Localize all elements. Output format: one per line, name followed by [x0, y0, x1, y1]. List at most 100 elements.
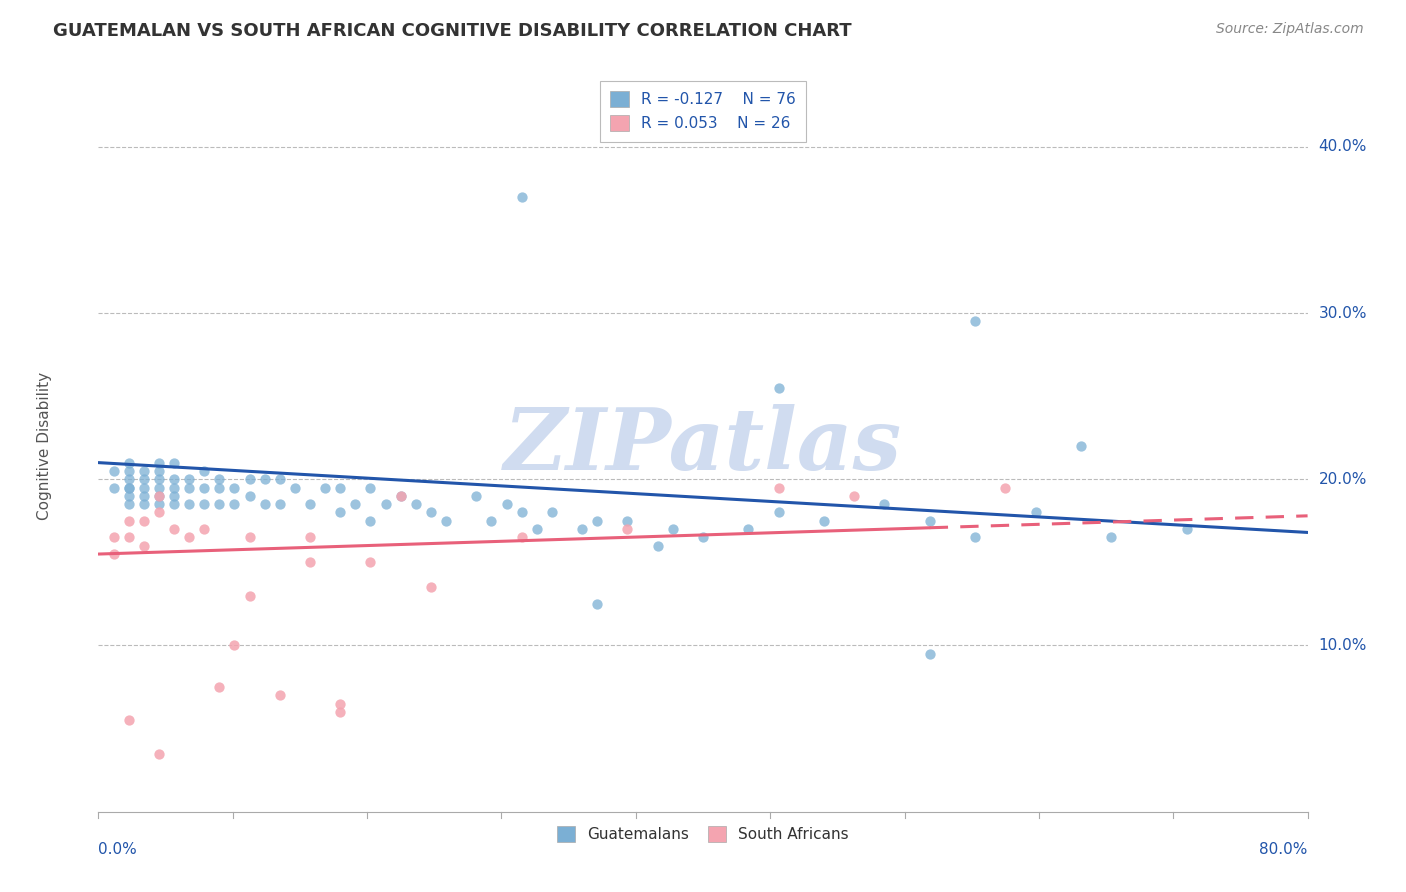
Point	[253, 497, 276, 511]
Point	[148, 456, 170, 470]
Point	[873, 497, 896, 511]
Point	[360, 481, 382, 495]
Point	[132, 497, 155, 511]
Point	[118, 481, 141, 495]
Point	[103, 530, 125, 544]
Point	[360, 555, 382, 569]
Point	[329, 697, 352, 711]
Point	[768, 381, 790, 395]
Text: 80.0%: 80.0%	[1260, 842, 1308, 857]
Point	[118, 481, 141, 495]
Point	[239, 530, 262, 544]
Point	[224, 497, 246, 511]
Point	[103, 547, 125, 561]
Point	[314, 481, 336, 495]
Point	[405, 497, 427, 511]
Point	[1175, 522, 1198, 536]
Point	[269, 497, 291, 511]
Point	[163, 456, 186, 470]
Point	[768, 481, 790, 495]
Point	[269, 689, 291, 703]
Point	[179, 472, 201, 486]
Point	[420, 506, 443, 520]
Point	[179, 530, 201, 544]
Point	[510, 530, 533, 544]
Point	[329, 506, 352, 520]
Point	[495, 497, 517, 511]
Point	[193, 522, 215, 536]
Legend: Guatemalans, South Africans: Guatemalans, South Africans	[551, 820, 855, 848]
Point	[118, 714, 141, 728]
Text: GUATEMALAN VS SOUTH AFRICAN COGNITIVE DISABILITY CORRELATION CHART: GUATEMALAN VS SOUTH AFRICAN COGNITIVE DI…	[53, 22, 852, 40]
Point	[163, 481, 186, 495]
Point	[118, 489, 141, 503]
Point	[239, 472, 262, 486]
Point	[148, 472, 170, 486]
Point	[224, 639, 246, 653]
Point	[571, 522, 593, 536]
Point	[118, 514, 141, 528]
Point	[148, 747, 170, 761]
Point	[269, 472, 291, 486]
Text: 40.0%: 40.0%	[1319, 139, 1367, 154]
Point	[148, 489, 170, 503]
Point	[616, 522, 638, 536]
Point	[118, 464, 141, 478]
Point	[844, 489, 866, 503]
Point	[179, 497, 201, 511]
Point	[420, 580, 443, 594]
Point	[737, 522, 759, 536]
Point	[208, 481, 231, 495]
Point	[647, 539, 669, 553]
Point	[239, 589, 262, 603]
Point	[163, 522, 186, 536]
Point	[284, 481, 307, 495]
Text: 10.0%: 10.0%	[1319, 638, 1367, 653]
Point	[253, 472, 276, 486]
Point	[148, 489, 170, 503]
Point	[389, 489, 412, 503]
Point	[965, 530, 987, 544]
Point	[118, 497, 141, 511]
Point	[132, 464, 155, 478]
Point	[1024, 506, 1046, 520]
Point	[132, 472, 155, 486]
Point	[510, 506, 533, 520]
Point	[586, 514, 609, 528]
Text: Cognitive Disability: Cognitive Disability	[37, 372, 52, 520]
Point	[208, 472, 231, 486]
Point	[118, 530, 141, 544]
Point	[148, 481, 170, 495]
Text: Source: ZipAtlas.com: Source: ZipAtlas.com	[1216, 22, 1364, 37]
Point	[586, 597, 609, 611]
Point	[616, 514, 638, 528]
Point	[329, 481, 352, 495]
Point	[208, 497, 231, 511]
Point	[481, 514, 503, 528]
Point	[1070, 439, 1092, 453]
Point	[193, 464, 215, 478]
Point	[1099, 530, 1122, 544]
Point	[179, 481, 201, 495]
Point	[434, 514, 457, 528]
Point	[510, 189, 533, 203]
Point	[163, 497, 186, 511]
Point	[299, 497, 322, 511]
Point	[299, 555, 322, 569]
Point	[118, 472, 141, 486]
Point	[148, 497, 170, 511]
Point	[132, 489, 155, 503]
Point	[329, 705, 352, 719]
Point	[132, 481, 155, 495]
Point	[526, 522, 548, 536]
Point	[163, 489, 186, 503]
Point	[374, 497, 396, 511]
Point	[132, 514, 155, 528]
Point	[661, 522, 683, 536]
Point	[163, 472, 186, 486]
Text: 20.0%: 20.0%	[1319, 472, 1367, 487]
Text: ZIPatlas: ZIPatlas	[503, 404, 903, 488]
Point	[994, 481, 1017, 495]
Point	[389, 489, 412, 503]
Point	[118, 456, 141, 470]
